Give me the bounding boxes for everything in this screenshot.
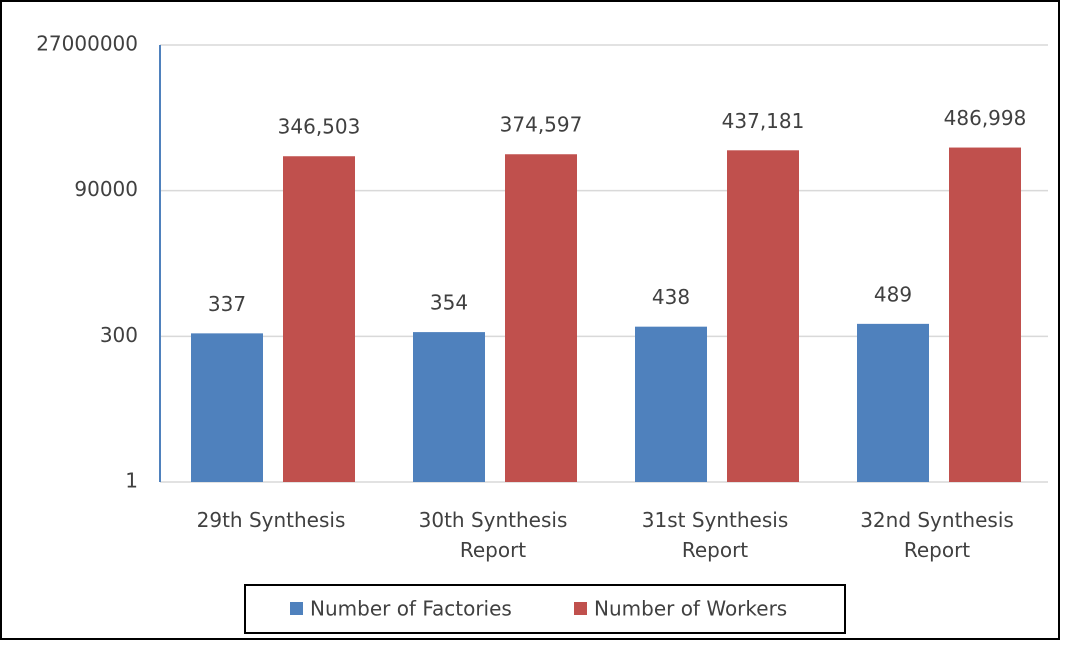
data-label: 438 (652, 285, 690, 309)
y-tick-label: 1 (125, 469, 138, 493)
data-label: 374,597 (500, 113, 583, 137)
data-label: 337 (208, 292, 246, 316)
bar (857, 323, 929, 482)
bar (635, 326, 707, 482)
data-label: 346,503 (278, 115, 361, 139)
legend-swatch (574, 602, 587, 615)
data-label: 354 (430, 291, 468, 315)
legend-box (244, 584, 846, 634)
x-tick-label: 32nd Synthesis Report (860, 508, 1014, 562)
data-label: 486,998 (944, 106, 1027, 130)
y-tick-label: 300 (100, 323, 138, 347)
bar (191, 333, 263, 482)
bar (283, 156, 355, 483)
bar (949, 147, 1021, 482)
bar (727, 150, 799, 482)
data-label: 489 (874, 282, 912, 306)
x-tick-label: 30th Synthesis Report (418, 508, 568, 562)
legend-swatch (290, 602, 303, 615)
legend-label: Number of Factories (310, 597, 512, 621)
x-tick-label: 29th Synthesis (196, 508, 346, 532)
data-label: 437,181 (722, 109, 805, 133)
bar (505, 154, 577, 482)
y-tick-label: 27000000 (36, 32, 138, 56)
legend-label: Number of Workers (594, 597, 787, 621)
y-tick-label: 90000 (74, 177, 138, 201)
bar (413, 332, 485, 482)
x-tick-label: 31st Synthesis Report (641, 508, 789, 562)
